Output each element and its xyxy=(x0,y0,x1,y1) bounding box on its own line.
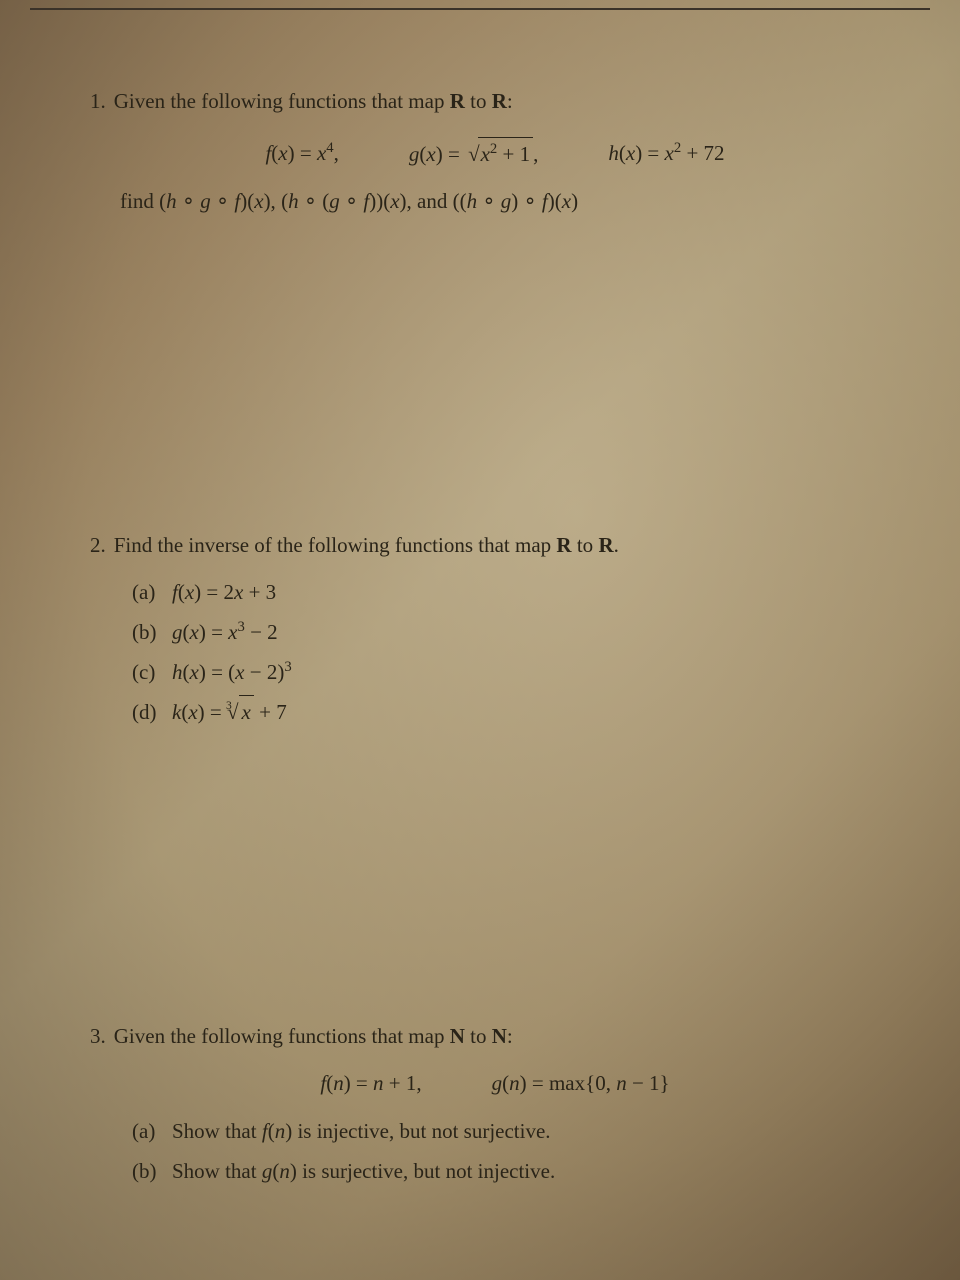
problem-1-number: 1. xyxy=(90,85,106,119)
g-n-definition: g(n) = max{0, n − 1} xyxy=(492,1067,670,1101)
top-horizontal-rule xyxy=(30,8,930,10)
problem-2b: (b) g(x) = x3 − 2 xyxy=(132,616,900,650)
problem-2d-expr: k(x) = 3√x + 7 xyxy=(172,695,287,730)
problem-2-intro: Find the inverse of the following functi… xyxy=(114,529,619,563)
problem-3-number: 3. xyxy=(90,1020,106,1054)
problem-2a-expr: f(x) = 2x + 3 xyxy=(172,576,276,610)
problem-3-definitions: f(n) = n + 1, g(n) = max{0, n − 1} xyxy=(90,1067,900,1101)
problem-2a: (a) f(x) = 2x + 3 xyxy=(132,576,900,610)
page-container: 1. Given the following functions that ma… xyxy=(0,0,960,1280)
problem-3-header: 3. Given the following functions that ma… xyxy=(90,1020,900,1054)
problem-3a-text: Show that f(n) is injective, but not sur… xyxy=(172,1115,551,1149)
problem-2-subparts: (a) f(x) = 2x + 3 (b) g(x) = x3 − 2 (c) … xyxy=(132,576,900,729)
problem-2d: (d) k(x) = 3√x + 7 xyxy=(132,695,900,730)
problem-2-header: 2. Find the inverse of the following fun… xyxy=(90,529,900,563)
problem-1-header: 1. Given the following functions that ma… xyxy=(90,85,900,119)
problem-1: 1. Given the following functions that ma… xyxy=(90,85,900,219)
g-definition: g(x) = x2 + 1, xyxy=(409,137,538,172)
problem-1-intro: Given the following functions that map R… xyxy=(114,85,513,119)
h-definition: h(x) = x2 + 72 xyxy=(608,137,724,172)
problem-1-definitions: f(x) = x4, g(x) = x2 + 1, h(x) = x2 + 72 xyxy=(90,137,900,172)
problem-1-find: find (h ∘ g ∘ f)(x), (h ∘ (g ∘ f))(x), a… xyxy=(120,185,900,219)
problem-2b-expr: g(x) = x3 − 2 xyxy=(172,616,278,650)
problem-2-number: 2. xyxy=(90,529,106,563)
problem-3a: (a) Show that f(n) is injective, but not… xyxy=(132,1115,900,1149)
problem-2c: (c) h(x) = (x − 2)3 xyxy=(132,656,900,690)
problem-3b-text: Show that g(n) is surjective, but not in… xyxy=(172,1155,555,1189)
problem-2c-expr: h(x) = (x − 2)3 xyxy=(172,656,292,690)
problem-3-subparts: (a) Show that f(n) is injective, but not… xyxy=(132,1115,900,1188)
problem-3: 3. Given the following functions that ma… xyxy=(90,1020,900,1188)
problem-3b: (b) Show that g(n) is surjective, but no… xyxy=(132,1155,900,1189)
problem-3-intro: Given the following functions that map N… xyxy=(114,1020,513,1054)
f-n-definition: f(n) = n + 1, xyxy=(320,1067,421,1101)
problem-2: 2. Find the inverse of the following fun… xyxy=(90,529,900,730)
f-definition: f(x) = x4, xyxy=(265,137,338,172)
